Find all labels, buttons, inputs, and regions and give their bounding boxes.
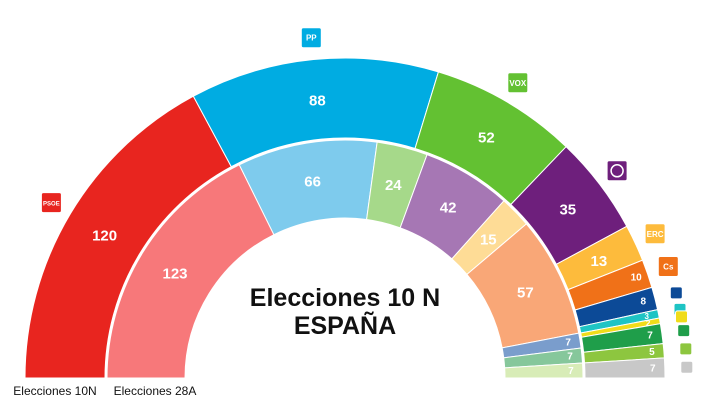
party-logo-text-cs: Cs (663, 263, 674, 272)
party-logo-cs: Cs (657, 256, 679, 277)
party-logo-text-psoe: PSOE (43, 202, 60, 208)
party-logo-unidas-podemos (606, 160, 628, 182)
seat-label-10n-otros: 7 (650, 363, 656, 374)
ring-label-28a: Elecciones 28A (114, 384, 197, 398)
party-logo-erc: ERC (644, 223, 666, 245)
party-logo-eh-bildu (677, 324, 691, 338)
seat-label-10n-unidas-podemos: 35 (559, 201, 576, 218)
seat-label-28a-psoe: 123 (162, 266, 187, 283)
party-logo-text-vox: VOX (509, 79, 527, 88)
party-logo-cup (679, 342, 693, 356)
seat-label-10n-vox: 52 (478, 129, 495, 146)
party-logo-eaj-pnv (675, 310, 688, 324)
seat-label-10n-psoe: 120 (92, 227, 117, 244)
party-logo-text-pp: PP (306, 34, 317, 43)
ring-28a: 123 66 24 42 15 57 7 7 7 (106, 139, 584, 379)
chart-title: Elecciones 10 N (250, 284, 440, 312)
seat-label-28a-otros-1: 7 (565, 337, 571, 348)
party-logo-otros (680, 360, 694, 374)
party-logo-pp: PP (300, 27, 322, 49)
seat-label-10n-cs: 10 (631, 273, 643, 284)
seat-arc-28a-otros-3 (504, 362, 584, 379)
party-logo-text-erc: ERC (647, 230, 664, 239)
seat-label-10n-eaj-pnv: 2 (646, 319, 651, 328)
seat-label-28a-otros-2: 7 (567, 352, 573, 363)
seat-label-28a-cs: 57 (517, 285, 534, 302)
party-logo-psoe: PSOE (40, 192, 62, 214)
party-logo-m-s-pa-s (669, 286, 683, 300)
seat-label-10n-erc: 13 (591, 253, 608, 270)
party-logos: PSOE PP VOX ERC Cs (40, 27, 694, 374)
seat-label-10n-jxcat: 3 (644, 312, 649, 321)
seat-label-28a-pp: 66 (304, 174, 321, 191)
seat-label-10n-pp: 88 (309, 92, 326, 109)
seat-arc-10n-otros (583, 357, 666, 379)
seat-label-28a-unidas-podemos: 42 (440, 200, 457, 217)
seat-label-10n-m-s-pa-s: 8 (641, 296, 647, 307)
chart-subtitle: ESPAÑA (294, 310, 396, 340)
seat-label-28a-erc: 15 (480, 232, 497, 249)
seat-label-28a-otros-3: 7 (568, 366, 574, 377)
party-logo-vox: VOX (507, 72, 529, 94)
ring-label-10n: Elecciones 10N (13, 384, 96, 398)
seat-label-10n-cup: 5 (649, 347, 655, 358)
seat-label-10n-eh-bildu: 7 (647, 330, 653, 341)
seat-label-28a-vox: 24 (385, 177, 402, 194)
